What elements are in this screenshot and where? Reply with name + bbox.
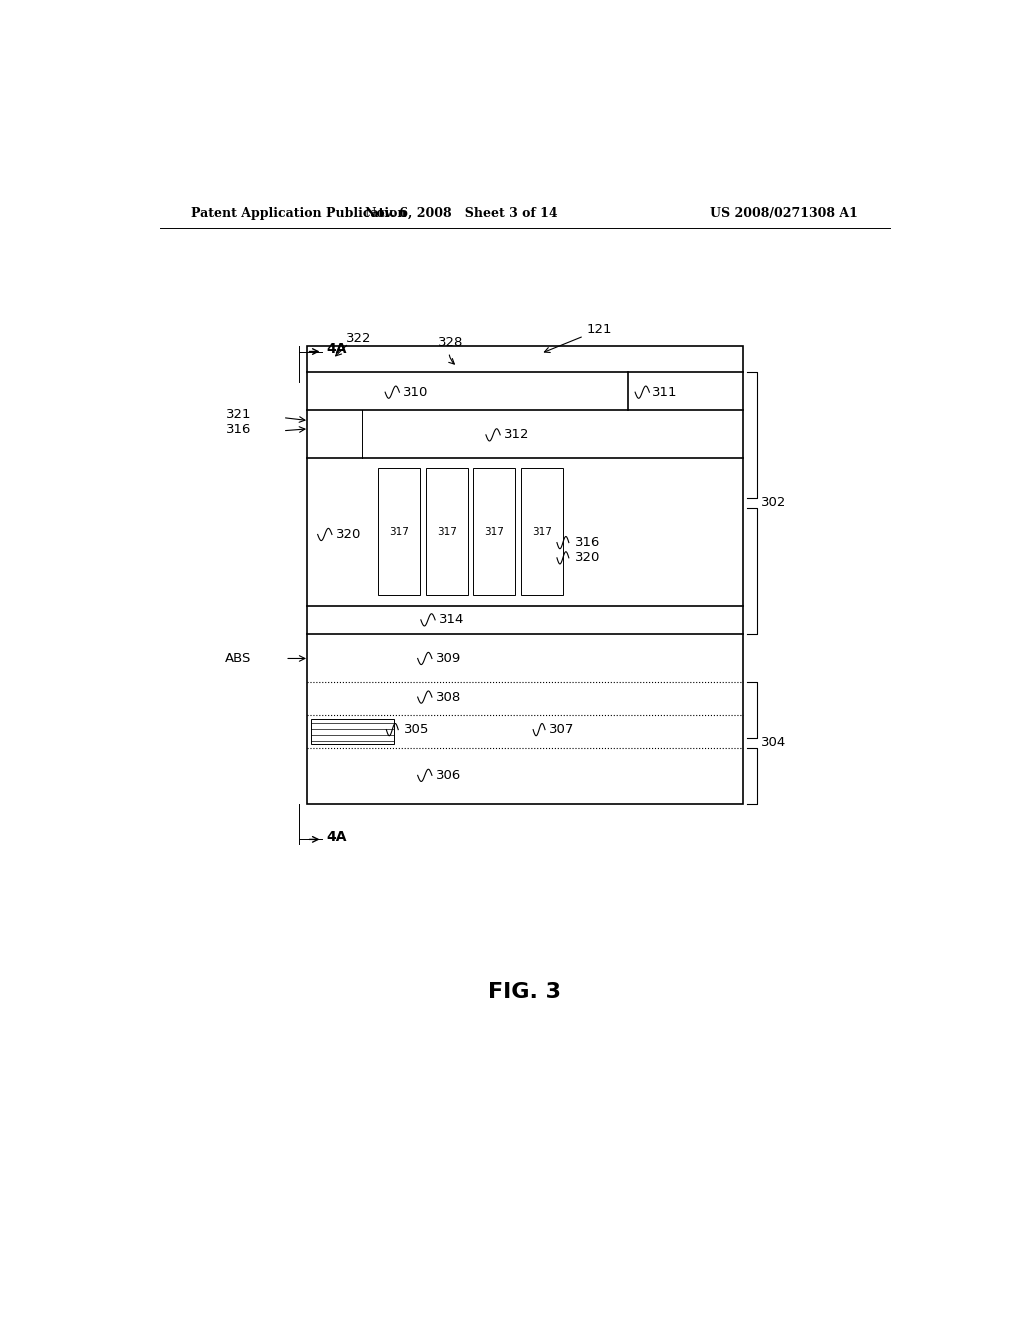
Text: 309: 309 xyxy=(436,652,461,665)
Text: 310: 310 xyxy=(403,385,429,399)
Text: 311: 311 xyxy=(652,385,677,399)
Text: 314: 314 xyxy=(439,614,465,627)
Bar xyxy=(473,469,515,595)
Text: 306: 306 xyxy=(436,768,461,781)
Text: Patent Application Publication: Patent Application Publication xyxy=(191,207,407,220)
Text: 304: 304 xyxy=(761,737,786,750)
Text: Nov. 6, 2008   Sheet 3 of 14: Nov. 6, 2008 Sheet 3 of 14 xyxy=(365,207,558,220)
Text: 305: 305 xyxy=(404,723,429,737)
Bar xyxy=(378,469,420,595)
Text: 316: 316 xyxy=(225,424,251,437)
Text: 312: 312 xyxy=(504,429,529,441)
Text: 4A: 4A xyxy=(327,342,347,356)
Text: 320: 320 xyxy=(336,528,361,541)
Text: 121: 121 xyxy=(545,323,612,352)
Text: 307: 307 xyxy=(549,723,574,737)
Text: 317: 317 xyxy=(484,527,504,537)
Text: 317: 317 xyxy=(531,527,552,537)
Text: 317: 317 xyxy=(389,527,409,537)
Text: 321: 321 xyxy=(225,408,251,421)
Text: US 2008/0271308 A1: US 2008/0271308 A1 xyxy=(711,207,858,220)
Bar xyxy=(306,346,743,804)
Text: 322: 322 xyxy=(346,331,372,345)
Text: 4A: 4A xyxy=(327,830,347,845)
Text: 317: 317 xyxy=(436,527,457,537)
Text: 302: 302 xyxy=(761,496,786,510)
Text: FIG. 3: FIG. 3 xyxy=(488,982,561,1002)
Bar xyxy=(310,719,394,744)
Bar xyxy=(426,469,468,595)
Text: ABS: ABS xyxy=(224,652,251,665)
Text: 328: 328 xyxy=(437,337,463,364)
Text: 316: 316 xyxy=(574,536,600,549)
Text: 308: 308 xyxy=(436,690,461,704)
Text: 320: 320 xyxy=(574,552,600,565)
Bar xyxy=(521,469,563,595)
